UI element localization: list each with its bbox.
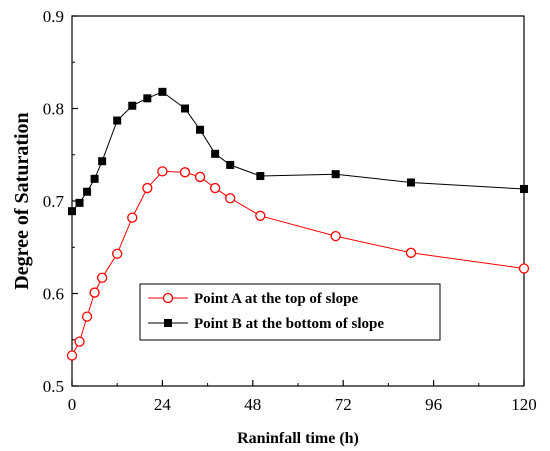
data-point [226,160,235,169]
x-tick-label: 120 [511,395,537,414]
data-point [113,116,122,125]
legend-box [139,283,441,341]
series-line [71,91,525,212]
legend-label-b: Point B at the bottom of slope [194,316,384,332]
data-point [89,287,100,298]
y-tick-label: 0.7 [43,192,65,211]
data-point [66,350,78,361]
series-point-b [68,87,528,216]
legend-marker-b [164,319,172,327]
data-point [143,94,152,103]
data-point [196,125,205,134]
data-point [331,170,340,179]
axes: 0 24 48 72 96 120 0.5 0.6 0.7 0.8 0.9 [43,7,537,414]
data-point [211,149,220,158]
data-point [518,263,530,274]
data-point [194,171,206,183]
data-point [407,178,415,187]
data-point [96,272,108,283]
x-tick-label: 0 [68,395,77,414]
data-point [75,198,84,207]
data-point [256,172,265,181]
data-point [112,248,123,259]
y-tick-label: 0.5 [43,377,64,396]
x-axis-title: Raninfall time (h) [237,430,359,447]
y-tick-label: 0.6 [43,285,64,304]
x-tick-label: 24 [154,395,172,414]
data-point [405,247,417,258]
data-point [157,166,168,177]
legend: Point A at the top of slope Point B at t… [139,283,441,341]
y-tick-label: 0.8 [43,100,64,119]
data-point [90,174,99,183]
data-point [81,311,93,322]
y-tick-label: 0.9 [43,7,64,26]
x-tick-label: 72 [335,395,352,414]
data-point [330,230,341,242]
data-point [127,212,138,223]
x-tick-label: 96 [425,395,442,414]
legend-label-a: Point A at the top of slope [194,291,359,307]
x-tick-label: 48 [244,395,261,414]
data-point [255,210,266,221]
data-point [128,101,137,110]
y-axis-title: Degree of Saturation [11,112,33,289]
series-point-a [66,166,530,361]
data-point [98,157,107,166]
data-point [68,207,76,216]
data-point [142,182,153,194]
data-point [209,182,221,194]
data-point [158,87,167,96]
data-point [181,104,189,113]
data-point [225,193,236,204]
data-point [74,336,85,347]
data-point [83,187,92,196]
data-point [179,167,191,178]
plot-series [66,87,530,361]
data-point [520,184,528,193]
legend-marker-a [162,292,174,304]
